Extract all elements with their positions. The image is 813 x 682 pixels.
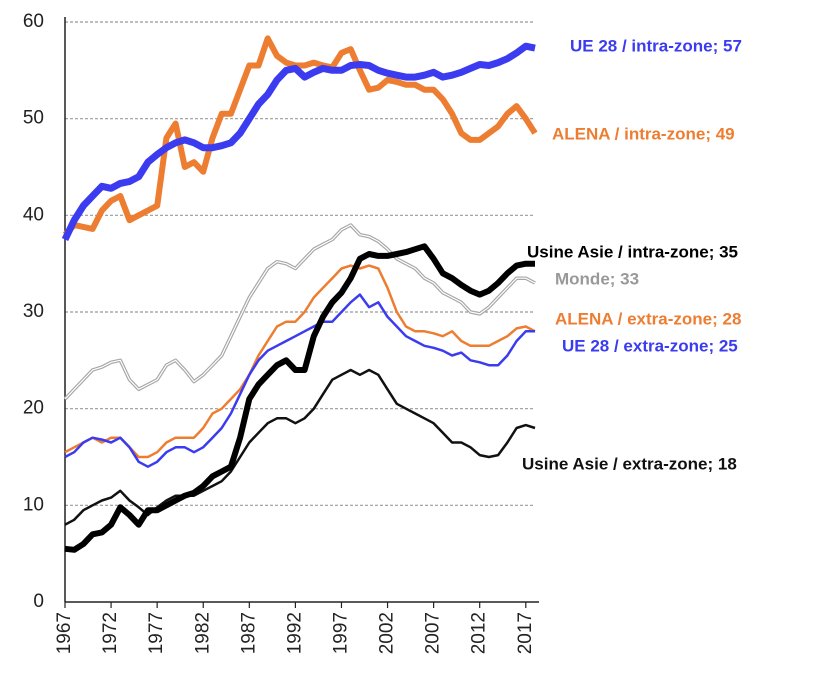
y-tick-label: 60: [23, 11, 44, 32]
series-line: [64, 368, 536, 526]
y-tick-label: 40: [23, 204, 44, 225]
y-tick-label: 20: [23, 398, 44, 419]
x-tick-label: 1982: [192, 612, 213, 654]
series-line: [64, 243, 535, 553]
x-tick-label: 2012: [469, 612, 490, 654]
series-label: UE 28 / intra-zone; 57: [570, 36, 742, 55]
y-tick-label: 10: [23, 494, 44, 515]
x-tick-label: 2007: [423, 612, 444, 654]
x-tick-label: 2017: [515, 612, 536, 654]
x-tick-label: 1967: [54, 612, 75, 654]
y-tick-label: 50: [23, 108, 44, 129]
series-label: Usine Asie / intra-zone; 35: [527, 242, 738, 261]
series-label: Usine Asie / extra-zone; 18: [522, 454, 737, 473]
series-label: ALENA / extra-zone; 28: [555, 309, 741, 328]
x-tick-label: 1987: [238, 612, 259, 654]
series-label: Monde; 33: [555, 269, 639, 288]
series-line: [64, 264, 536, 459]
y-tick-label: 30: [23, 301, 44, 322]
series-line-core: [64, 224, 536, 400]
series-line: [62, 35, 538, 237]
x-tick-label: 2002: [377, 612, 398, 654]
x-tick-label: 1977: [146, 612, 167, 654]
y-tick-label: 0: [33, 591, 44, 612]
x-tick-label: 1997: [330, 612, 351, 654]
x-tick-label: 1972: [100, 612, 121, 654]
series-label: ALENA / intra-zone; 49: [552, 124, 735, 143]
series-line: [64, 293, 535, 468]
x-tick-label: 1992: [284, 612, 305, 654]
series-label: UE 28 / extra-zone; 25: [562, 336, 738, 355]
series-line: [61, 42, 536, 242]
